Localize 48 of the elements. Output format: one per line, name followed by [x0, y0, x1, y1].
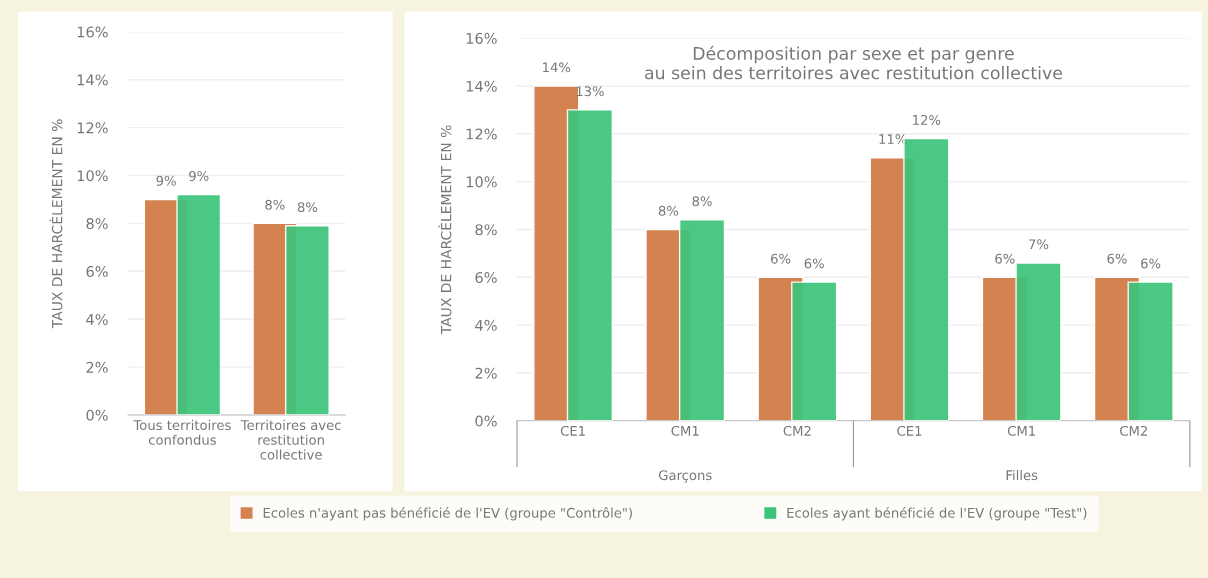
text: Décomposition par sexe et par genre au sein des territoires avec restitution collective: [645, 45, 1063, 80]
y-tick-label: 12%: [77, 122, 108, 134]
y-tick-label: 10%: [466, 176, 497, 188]
x-tick-label: CM2: [1120, 425, 1147, 436]
y-tick-label: 16%: [77, 26, 108, 38]
y-axis-title: TAUX DE HARCÈLEMENT EN %: [438, 125, 452, 335]
y-tick-label: 2%: [475, 367, 497, 379]
data-label: 14%: [543, 62, 571, 73]
text: Filles: [1006, 469, 1038, 481]
x-tick-label: CM2: [783, 425, 811, 436]
y-tick-label: 10%: [77, 170, 108, 182]
legend-label: Ecoles ayant bénéficié de l'EV (groupe "Test"): [787, 507, 1087, 521]
data-label: 8%: [658, 205, 679, 216]
data-label: 6%: [804, 258, 824, 269]
y-axis-title: TAUX DE HARCÈLEMENT EN %: [49, 119, 63, 329]
y-tick-label: 14%: [466, 80, 497, 92]
data-label: 6%: [1141, 258, 1161, 269]
y-tick-label: 4%: [86, 313, 108, 325]
y-tick-label: 14%: [77, 74, 108, 86]
data-label: 6%: [1107, 253, 1127, 264]
x-tick-label: CM1: [1007, 425, 1035, 436]
y-tick-label: 0%: [86, 409, 108, 421]
data-label: 8%: [265, 199, 285, 210]
y-tick-label: 2%: [86, 361, 108, 373]
y-tick-label: 8%: [475, 224, 497, 236]
y-tick-label: 6%: [475, 272, 497, 284]
text: Garçons: [658, 470, 712, 483]
data-label: 8%: [297, 202, 318, 213]
data-label: 6%: [771, 253, 791, 264]
data-label: 11%: [879, 134, 907, 145]
x-tick-label: Territoires avec restitution collective: [240, 419, 341, 460]
legend-label: Ecoles n'ayant pas bénéficié de l'EV (groupe "Contrôle"): [263, 507, 632, 521]
y-tick-label: 8%: [86, 218, 108, 230]
x-tick-label: Tous territoires confondus: [133, 419, 231, 445]
y-tick-label: 0%: [475, 415, 497, 427]
x-tick-label: CE1: [897, 425, 922, 436]
data-label: 6%: [995, 253, 1015, 264]
x-tick-label: CM1: [671, 425, 699, 436]
data-label: 9%: [156, 175, 176, 186]
x-tick-label: CE1: [560, 425, 585, 436]
y-tick-label: 16%: [466, 32, 497, 44]
data-label: 7%: [1029, 239, 1049, 250]
data-label: 8%: [692, 196, 712, 207]
data-label: 12%: [913, 114, 941, 125]
data-label: 9%: [189, 171, 209, 181]
y-tick-label: 4%: [475, 319, 497, 331]
y-tick-label: 12%: [466, 128, 497, 140]
y-tick-label: 6%: [86, 266, 108, 278]
